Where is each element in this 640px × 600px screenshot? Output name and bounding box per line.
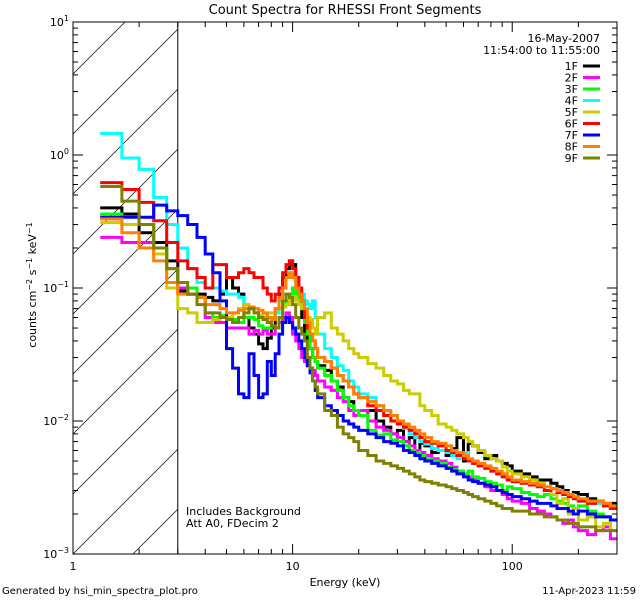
hatch-line bbox=[73, 208, 178, 315]
x-axis-label: Energy (keV) bbox=[310, 576, 381, 589]
series-7F bbox=[100, 203, 617, 522]
y-tick-label: 101 bbox=[50, 14, 69, 29]
hatch-line bbox=[73, 268, 178, 375]
legend-label-8F: 8F bbox=[565, 141, 578, 154]
legend-label-7F: 7F bbox=[565, 129, 578, 142]
legend: 16-May-2007 11:54:00 to 11:55:00 1F2F3F4… bbox=[483, 32, 600, 165]
hatch-line bbox=[253, 0, 640, 554]
chart-title: Count Spectra for RHESSI Front Segments bbox=[209, 3, 482, 18]
hatch-line bbox=[0, 0, 13, 554]
legend-label-2F: 2F bbox=[565, 72, 578, 85]
legend-label-9F: 9F bbox=[565, 152, 578, 165]
series-9F bbox=[100, 185, 617, 533]
x-tick-label: 100 bbox=[502, 560, 523, 573]
x-axis: 1 10 100 bbox=[70, 22, 618, 573]
legend-label-1F: 1F bbox=[565, 60, 578, 73]
legend-time-range: 11:54:00 to 11:55:00 bbox=[483, 44, 600, 57]
hatch-line bbox=[73, 388, 178, 495]
hatch-line bbox=[73, 22, 126, 75]
y-axis: 101 100 10−1 10−2 10−3 bbox=[43, 14, 617, 561]
legend-label-3F: 3F bbox=[565, 83, 578, 96]
y-tick-label: 10−3 bbox=[43, 546, 69, 561]
legend-label-5F: 5F bbox=[565, 106, 578, 119]
series-layer bbox=[100, 132, 617, 541]
series-5F bbox=[100, 221, 617, 533]
legend-date: 16-May-2007 bbox=[528, 32, 600, 45]
y-tick-label: 10−1 bbox=[43, 280, 69, 295]
hatch-line bbox=[73, 448, 178, 554]
legend-label-6F: 6F bbox=[565, 118, 578, 131]
footer-generated-by: Generated by hsi_min_spectra_plot.pro bbox=[2, 586, 198, 597]
x-tick-label: 1 bbox=[70, 560, 77, 573]
legend-label-4F: 4F bbox=[565, 95, 578, 108]
footer-timestamp: 11-Apr-2023 11:59 bbox=[542, 586, 636, 597]
y-tick-label: 100 bbox=[50, 147, 69, 162]
series-2F bbox=[100, 235, 617, 541]
annotation-background: Includes Background bbox=[186, 505, 301, 518]
y-tick-label: 10−2 bbox=[43, 413, 69, 428]
annotation-attenuator: Att A0, FDecim 2 bbox=[186, 517, 279, 530]
x-tick-label: 10 bbox=[286, 560, 300, 573]
hatch-line bbox=[73, 28, 178, 135]
plot-frame bbox=[72, 21, 618, 555]
series-3F bbox=[100, 212, 617, 522]
hatch-line bbox=[313, 0, 640, 554]
hatch-line bbox=[0, 0, 133, 554]
excluded-region-hatch bbox=[0, 0, 640, 554]
y-axis-label: counts cm−2 s−1 keV−1 bbox=[25, 222, 39, 347]
hatch-line bbox=[73, 148, 178, 255]
